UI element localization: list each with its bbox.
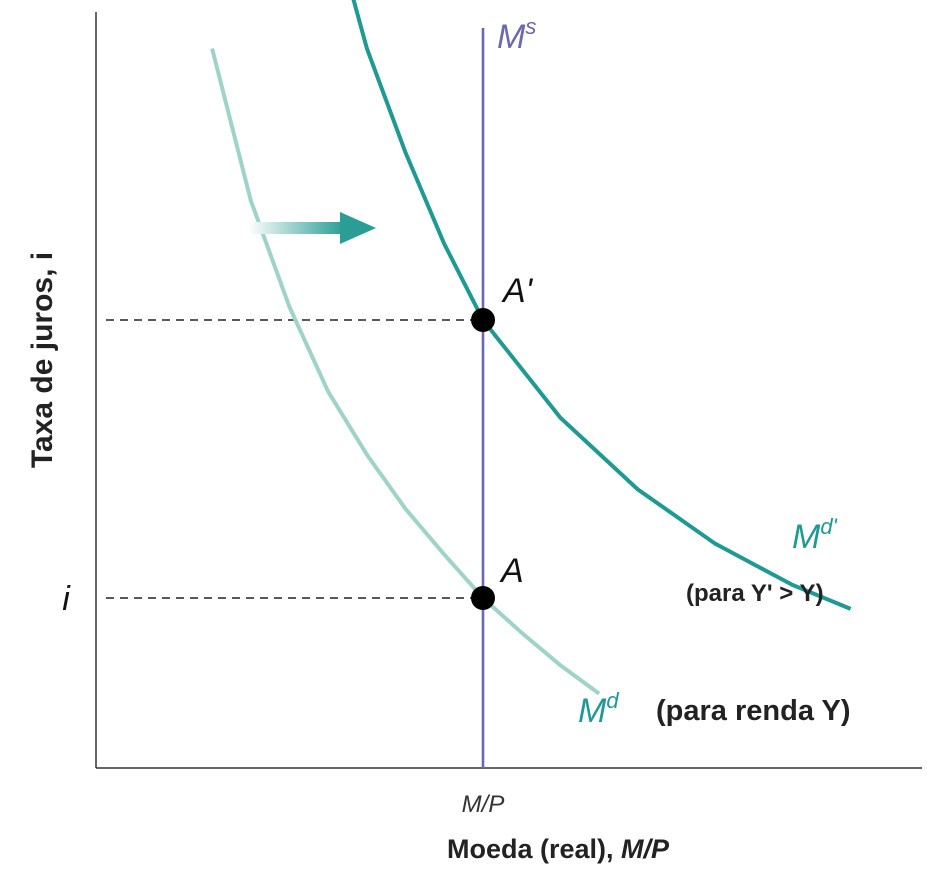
y-tick-label: i	[62, 580, 71, 618]
money-demand-shifted-note: (para Y' > Y)	[686, 580, 824, 607]
point-a-prime	[471, 308, 495, 332]
money-demand-shifted-label: Md'	[792, 514, 838, 556]
money-demand-label-sup: d	[606, 688, 619, 713]
money-demand-shifted-label-base: M	[792, 518, 821, 556]
y-axis-label: Taxa de juros, i	[26, 252, 59, 468]
money-demand-label-base: M	[578, 692, 607, 730]
shift-arrow-icon	[248, 212, 376, 244]
money-supply-label: Ms	[497, 14, 536, 56]
money-demand-curve	[210, 48, 601, 696]
money-supply-label-base: M	[497, 18, 526, 56]
money-supply-label-sup: s	[525, 14, 536, 39]
x-axis-label-italic: M/P	[621, 834, 670, 864]
x-axis-label: Moeda (real), M/P	[447, 834, 670, 864]
money-demand-label: Md	[578, 688, 619, 730]
money-demand-shifted-label-sup: d'	[820, 514, 837, 539]
x-axis-label-text: Moeda (real),	[447, 834, 621, 864]
money-demand-shifted-curve	[351, 0, 852, 611]
x-tick-label: M/P	[462, 791, 505, 818]
point-a-prime-label: A'	[501, 272, 534, 310]
money-demand-note: (para renda Y)	[656, 695, 850, 727]
point-a-label: A	[499, 552, 524, 590]
point-a	[471, 586, 495, 610]
